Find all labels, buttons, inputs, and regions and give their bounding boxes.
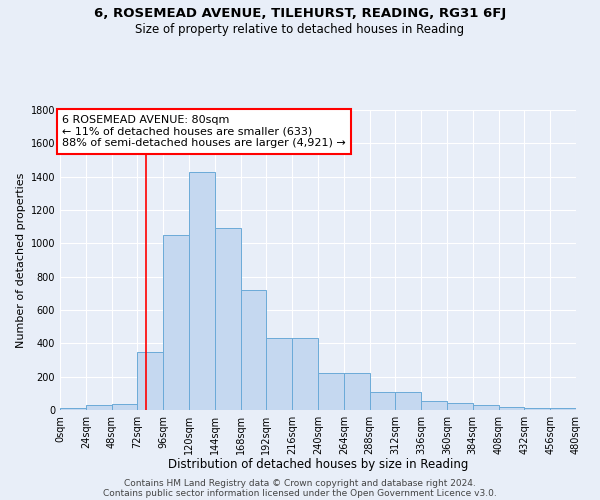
Bar [266, 338, 292, 410]
Bar [421, 401, 447, 410]
Bar [318, 374, 344, 410]
Text: Contains public sector information licensed under the Open Government Licence v3: Contains public sector information licen… [103, 488, 497, 498]
Bar [447, 404, 473, 410]
Bar [112, 404, 137, 410]
Bar [241, 290, 266, 410]
Bar [60, 408, 86, 410]
Bar [395, 392, 421, 410]
Bar [163, 235, 189, 410]
Bar [473, 405, 499, 410]
Bar [215, 228, 241, 410]
Bar [86, 405, 112, 410]
Bar [524, 408, 550, 410]
Bar [137, 352, 163, 410]
Text: 6, ROSEMEAD AVENUE, TILEHURST, READING, RG31 6FJ: 6, ROSEMEAD AVENUE, TILEHURST, READING, … [94, 8, 506, 20]
Bar [189, 172, 215, 410]
X-axis label: Distribution of detached houses by size in Reading: Distribution of detached houses by size … [168, 458, 468, 471]
Bar [344, 374, 370, 410]
Bar [370, 392, 395, 410]
Bar [292, 338, 318, 410]
Text: 6 ROSEMEAD AVENUE: 80sqm
← 11% of detached houses are smaller (633)
88% of semi-: 6 ROSEMEAD AVENUE: 80sqm ← 11% of detach… [62, 115, 346, 148]
Bar [499, 406, 524, 410]
Bar [550, 408, 576, 410]
Text: Contains HM Land Registry data © Crown copyright and database right 2024.: Contains HM Land Registry data © Crown c… [124, 478, 476, 488]
Text: Size of property relative to detached houses in Reading: Size of property relative to detached ho… [136, 22, 464, 36]
Y-axis label: Number of detached properties: Number of detached properties [16, 172, 26, 348]
